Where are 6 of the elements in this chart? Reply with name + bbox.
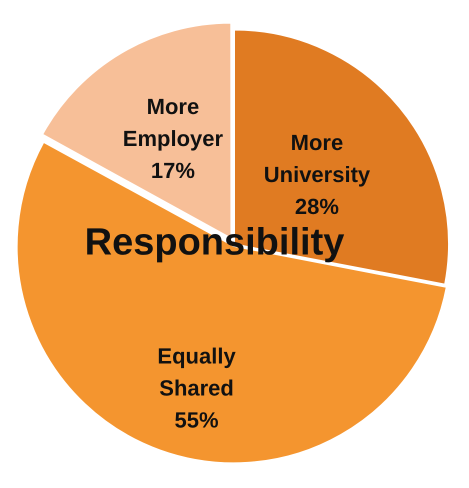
- slice-label: More Employer: [122, 94, 224, 151]
- slice-label: More University: [264, 130, 371, 187]
- data-label: 17%: [150, 158, 195, 183]
- data-label: 28%: [294, 194, 339, 219]
- slice-label: Equally Shared: [157, 343, 236, 400]
- data-label: 55%: [174, 407, 219, 432]
